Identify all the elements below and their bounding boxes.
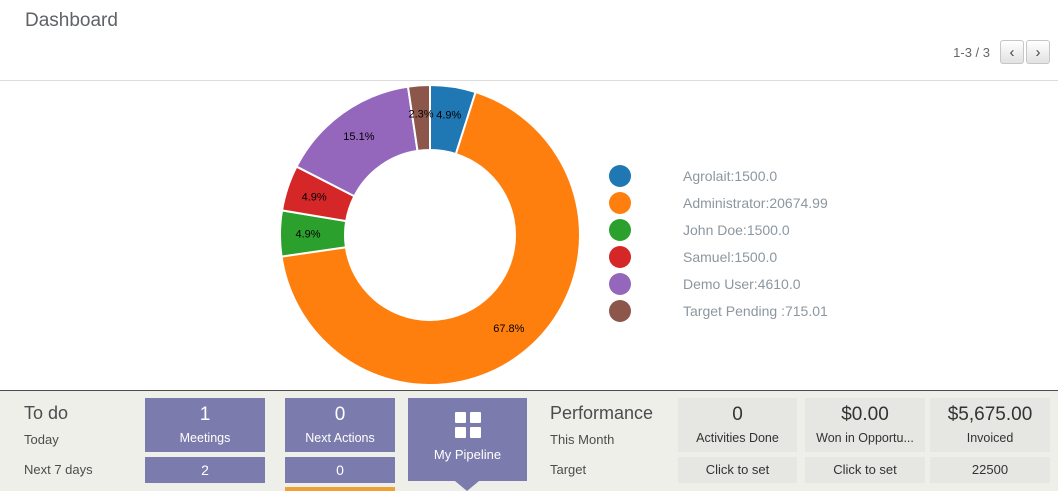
- next-actions-tile[interactable]: 0 Next Actions: [285, 398, 395, 452]
- won-amount: $0.00: [841, 404, 889, 425]
- kpi-section: To do Today Next 7 days 1 Meetings 0 Nex…: [0, 390, 1058, 491]
- chart-legend: Agrolait:1500.0 Administrator:20674.99 J…: [609, 165, 828, 327]
- next-actions-label: Next Actions: [305, 431, 375, 445]
- donut-slice-target-pending[interactable]: [406, 83, 431, 153]
- legend-label: Target Pending :715.01: [683, 303, 828, 319]
- legend-item-agrolait[interactable]: Agrolait:1500.0: [609, 165, 828, 187]
- activities-done-tile[interactable]: 0 Activities Done: [678, 398, 797, 452]
- slice-percent-label: 67.8%: [493, 323, 524, 335]
- legend-item-administrator[interactable]: Administrator:20674.99: [609, 192, 828, 214]
- legend-color-dot: [609, 273, 631, 295]
- legend-item-john-doe[interactable]: John Doe:1500.0: [609, 219, 828, 241]
- meetings-tile[interactable]: 1 Meetings: [145, 398, 265, 452]
- slice-percent-label: 15.1%: [343, 131, 374, 143]
- slice-percent-label: 2.3%: [408, 108, 433, 120]
- performance-title: Performance: [550, 403, 654, 423]
- slice-percent-label: 4.9%: [436, 109, 461, 121]
- invoiced-label: Invoiced: [966, 431, 1014, 445]
- won-target-value: Click to set: [833, 462, 897, 477]
- donut-chart[interactable]: 4.9% 67.8% 4.9% 4.9% 15.1% 2.3%: [0, 82, 1058, 390]
- todo-row-label-today: Today: [24, 432, 59, 447]
- won-label: Won in Opportu...: [816, 431, 914, 445]
- legend-item-demo-user[interactable]: Demo User:4610.0: [609, 273, 828, 295]
- invoiced-amount: $5,675.00: [947, 404, 1033, 425]
- legend-color-dot: [609, 300, 631, 322]
- slice-percent-label: 4.9%: [295, 229, 320, 241]
- slice-percent-label: 4.9%: [302, 192, 327, 204]
- legend-label: Samuel:1500.0: [683, 249, 778, 265]
- legend-item-target-pending[interactable]: Target Pending :715.01: [609, 300, 828, 322]
- performance-row-label-this-month: This Month: [550, 432, 615, 447]
- legend-label: Administrator:20674.99: [683, 195, 828, 211]
- donut-slice-administrator[interactable]: [280, 90, 581, 386]
- legend-color-dot: [609, 246, 631, 268]
- sales-chart-section: 4.9% 67.8% 4.9% 4.9% 15.1% 2.3% Agrolait:1500…: [0, 82, 1058, 390]
- legend-label: Agrolait:1500.0: [683, 168, 778, 184]
- pager-range: 1-3 / 3: [953, 44, 990, 60]
- pager-buttons: ‹ ›: [1000, 40, 1050, 64]
- legend-color-dot: [609, 165, 631, 187]
- activities-done-count: 0: [732, 404, 743, 425]
- invoiced-target-value: 22500: [971, 462, 1009, 477]
- meetings-next7days-tile[interactable]: 2: [145, 457, 265, 483]
- accent-orange-bar: [285, 487, 395, 491]
- legend-label: John Doe:1500.0: [683, 222, 790, 238]
- legend-item-samuel[interactable]: Samuel:1500.0: [609, 246, 828, 268]
- next-actions-count: 0: [334, 404, 346, 425]
- invoiced-tile[interactable]: $5,675.00 Invoiced: [930, 398, 1050, 452]
- todo-row-label-next7days: Next 7 days: [24, 462, 93, 477]
- next-actions-next7days-tile[interactable]: 0: [285, 457, 395, 483]
- legend-label: Demo User:4610.0: [683, 276, 801, 292]
- activities-target-value: Click to set: [705, 462, 770, 477]
- next-actions-next7days-count: 0: [336, 462, 344, 478]
- pager: 1-3 / 3 ‹ ›: [953, 40, 1050, 64]
- page-title: Dashboard: [25, 10, 118, 31]
- todo-title: To do: [24, 403, 69, 423]
- activities-done-label: Activities Done: [696, 431, 779, 445]
- pipeline-arrow-pointer: [455, 481, 479, 491]
- legend-color-dot: [609, 219, 631, 241]
- header: Dashboard 1-3 / 3 ‹ ›: [0, 0, 1058, 81]
- meetings-next7days-count: 2: [201, 462, 209, 478]
- performance-row-label-target: Target: [550, 462, 587, 477]
- meetings-count: 1: [199, 404, 211, 425]
- won-in-opportunities-tile[interactable]: $0.00 Won in Opportu...: [805, 398, 925, 452]
- invoiced-target-button[interactable]: 22500: [930, 457, 1050, 483]
- won-target-set-button[interactable]: Click to set: [805, 457, 925, 483]
- pager-next-button[interactable]: ›: [1026, 40, 1050, 64]
- pager-prev-button[interactable]: ‹: [1000, 40, 1024, 64]
- meetings-label: Meetings: [179, 431, 231, 445]
- grid-icon: [454, 412, 481, 438]
- my-pipeline-button[interactable]: My Pipeline: [408, 398, 527, 481]
- activities-target-set-button[interactable]: Click to set: [678, 457, 797, 483]
- legend-color-dot: [609, 192, 631, 214]
- my-pipeline-label: My Pipeline: [433, 447, 502, 462]
